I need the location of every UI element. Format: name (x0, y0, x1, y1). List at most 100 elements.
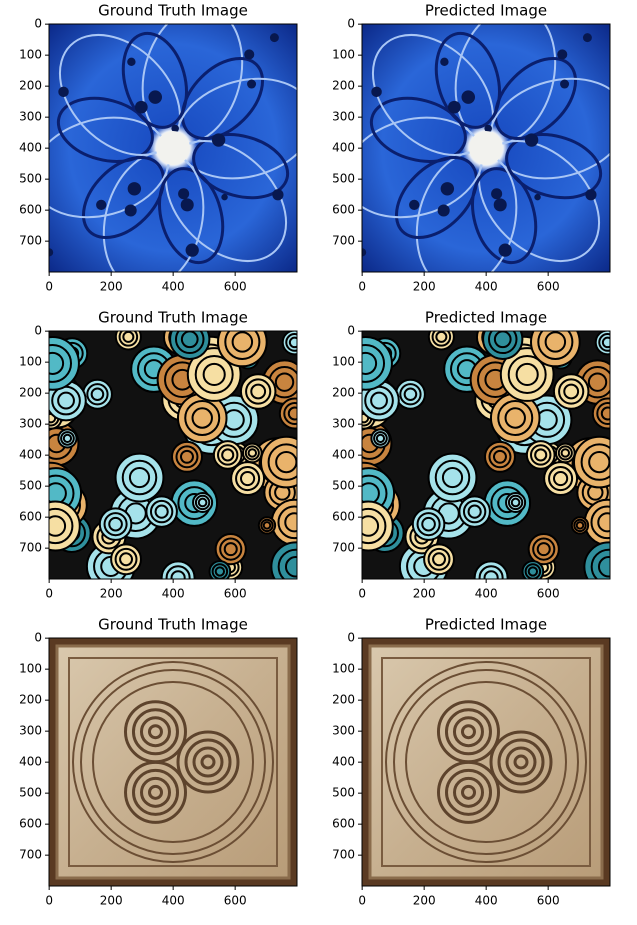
spiral (200, 754, 216, 770)
petal (158, 167, 225, 265)
swirl (403, 387, 418, 402)
y-tick-label: 0 (347, 324, 355, 338)
x-tick-label: 400 (475, 894, 498, 908)
spot (409, 199, 420, 211)
x-tick-label: 0 (45, 587, 53, 601)
subplot-title: Ground Truth Image (98, 616, 248, 634)
swirl (441, 466, 464, 489)
spiral (444, 708, 492, 756)
petal (505, 133, 603, 200)
swirl (154, 504, 169, 519)
spot (127, 57, 136, 67)
x-tick-label: 0 (358, 587, 366, 601)
swirl (288, 336, 297, 349)
center (469, 131, 503, 165)
swirl (544, 331, 567, 353)
spot (582, 33, 592, 43)
ring (393, 669, 579, 855)
y-tick-label: 500 (19, 479, 42, 493)
swirl (202, 362, 226, 387)
spot (371, 86, 382, 98)
swirl (170, 570, 186, 579)
spot (178, 188, 190, 200)
spot (124, 204, 137, 217)
y-tick-label: 0 (347, 17, 355, 31)
spiral (140, 776, 172, 808)
y-tick-label: 500 (19, 172, 42, 186)
tile-inner (68, 657, 278, 867)
y-tick-label: 200 (332, 693, 355, 707)
swirl (527, 566, 539, 577)
spot (221, 193, 228, 201)
y-tick-label: 600 (332, 817, 355, 831)
ring (385, 661, 587, 863)
y-tick-label: 700 (19, 541, 42, 555)
ring (405, 681, 567, 843)
x-tick-label: 400 (162, 280, 185, 294)
spot (524, 133, 539, 147)
x-tick-label: 600 (224, 894, 247, 908)
swirl (597, 556, 610, 578)
subplot: Ground Truth Image 0 200 400 600 0 100 200 300 40… (19, 2, 298, 294)
y-tick-label: 100 (19, 355, 42, 369)
x-tick-label: 600 (224, 587, 247, 601)
swirl (262, 521, 272, 530)
spot (180, 198, 194, 212)
x-tick-label: 600 (537, 894, 560, 908)
y-tick-label: 700 (332, 848, 355, 862)
spot (557, 49, 568, 60)
swirl (597, 512, 610, 533)
swirl (250, 383, 267, 400)
swirl (432, 552, 447, 567)
y-tick-label: 100 (332, 662, 355, 676)
swirl (600, 406, 610, 421)
swirl (588, 450, 610, 474)
image (362, 638, 610, 886)
y-tick-label: 100 (332, 48, 355, 62)
petal (394, 155, 479, 240)
swirl (197, 497, 208, 508)
petal (180, 56, 265, 141)
spot (362, 248, 367, 257)
x-tick-label: 200 (100, 280, 123, 294)
petal (192, 133, 290, 200)
swirl (108, 516, 123, 532)
tile (368, 644, 604, 880)
swirl (287, 406, 297, 421)
swirl (90, 387, 105, 402)
swirl (180, 331, 199, 349)
y-tick-label: 500 (332, 786, 355, 800)
spiral (497, 738, 545, 786)
y-tick-label: 600 (332, 203, 355, 217)
swirl (122, 331, 135, 343)
swirl (515, 362, 539, 387)
subplot: Predicted Image 0 200 400 600 0 100 200 300 400 50… (332, 2, 611, 294)
spot (171, 124, 179, 133)
subplot: Predicted Image 0 200 400 600 0 100 200 300 400 50… (332, 309, 611, 601)
y-tick-label: 0 (34, 17, 42, 31)
y-tick-label: 700 (332, 234, 355, 248)
x-tick-label: 400 (475, 587, 498, 601)
spiral (445, 768, 493, 816)
petal (471, 167, 538, 265)
subplot: Ground Truth Image 0 200 400 600 0 100 200 300 40… (19, 309, 298, 601)
swirl (493, 331, 512, 349)
swirl (553, 470, 569, 487)
y-tick-label: 600 (332, 510, 355, 524)
image (49, 638, 297, 886)
swirl (49, 351, 65, 375)
image (362, 24, 610, 272)
y-tick-label: 600 (19, 817, 42, 831)
y-tick-label: 200 (332, 386, 355, 400)
swirl (563, 383, 580, 400)
y-tick-label: 500 (332, 479, 355, 493)
y-tick-label: 0 (34, 324, 42, 338)
x-tick-label: 600 (537, 280, 560, 294)
x-tick-label: 200 (100, 894, 123, 908)
y-tick-label: 400 (19, 448, 42, 462)
petal (434, 31, 501, 129)
spot (58, 86, 69, 98)
spot (493, 198, 507, 212)
spiral (132, 768, 180, 816)
